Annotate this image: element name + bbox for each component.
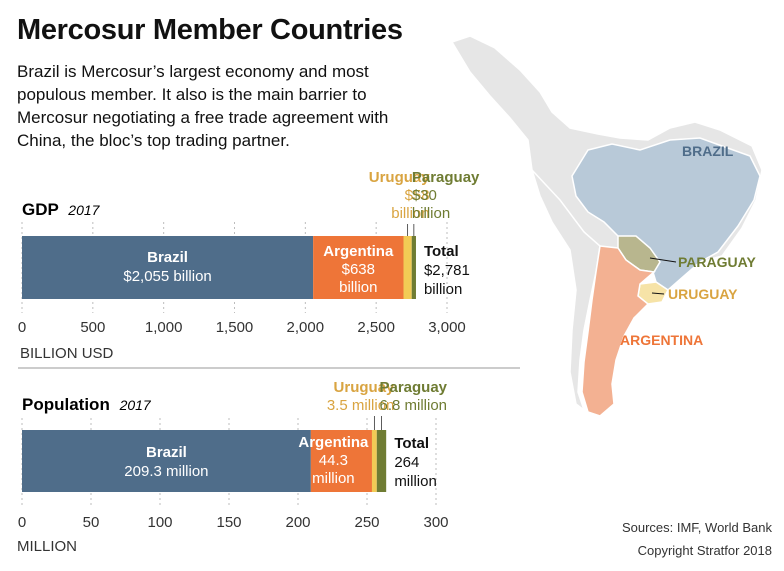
- population-title-year: 2017: [119, 397, 152, 413]
- label-uruguay: Uruguay $58 billion: [369, 169, 431, 222]
- tick-label: 250: [354, 514, 379, 531]
- label-total-line: 264: [394, 454, 419, 471]
- label-argentina: Argentina 44.3 million: [298, 434, 369, 487]
- label-paraguay: Paraguay $30 billion: [412, 169, 480, 222]
- footer: Sources: IMF, World Bank Copyright Strat…: [622, 516, 772, 562]
- bar-argentina: [310, 430, 372, 492]
- gdp-title: GDP 2017: [22, 200, 101, 219]
- tick-label: 0: [18, 514, 26, 531]
- label-uruguay-line: Uruguay: [369, 169, 431, 186]
- label-uruguay-line: billion: [391, 205, 429, 222]
- map-label-brazil: BRAZIL: [682, 143, 734, 159]
- label-argentina-line: Argentina: [298, 434, 369, 451]
- tick-label: 0: [18, 319, 26, 336]
- tick-label: 3,000: [428, 319, 466, 336]
- label-uruguay: Uruguay 3.5 million: [327, 379, 395, 414]
- label-brazil-line: Brazil: [147, 249, 188, 266]
- gdp-title-year: 2017: [67, 202, 100, 218]
- tick-label: 300: [423, 514, 448, 531]
- tick-label: 500: [80, 319, 105, 336]
- sources-note: Sources: IMF, World Bank: [621, 520, 772, 535]
- tick-label: 2,500: [357, 319, 395, 336]
- gdp-bars: [22, 236, 416, 299]
- label-argentina-line: billion: [339, 279, 377, 296]
- label-paraguay: Paraguay 6.8 million: [379, 379, 447, 414]
- copyright-note: Copyright Stratfor 2018: [637, 543, 772, 558]
- population-bars: [22, 430, 387, 492]
- bar-uruguay: [403, 236, 412, 299]
- population-axis-label: MILLION: [17, 538, 77, 555]
- tick-label: 2,000: [287, 319, 325, 336]
- chart-title: Mercosur Member Countries: [17, 14, 403, 46]
- bar-uruguay: [371, 430, 377, 492]
- tick-label: 150: [216, 514, 241, 531]
- map-argentina: [581, 245, 656, 417]
- label-paraguay-line: Paraguay: [379, 379, 447, 396]
- bar-paraguay: [411, 236, 416, 299]
- tick-label: 1,500: [216, 319, 254, 336]
- label-brazil: Brazil $2,055 billion: [123, 249, 211, 285]
- label-paraguay-line: Paraguay: [412, 169, 480, 186]
- bar-brazil: [22, 430, 311, 492]
- label-total-line: Total: [394, 435, 429, 452]
- uruguay-label-leader: [651, 292, 665, 295]
- gdp-axis-label: BILLION USD: [20, 345, 114, 362]
- paraguay-label-leader: [649, 257, 677, 263]
- gdp-tick-labels: 0 500 1,000 1,500 2,000 2,500 3,000: [18, 319, 466, 336]
- label-paraguay-line: billion: [412, 205, 450, 222]
- map-brazil: [571, 137, 761, 291]
- map-label-paraguay: PARAGUAY: [678, 254, 756, 270]
- map-label-uruguay: URUGUAY: [668, 286, 738, 302]
- label-uruguay-line: Uruguay: [334, 379, 396, 396]
- label-paraguay-line: 6.8 million: [379, 397, 447, 414]
- label-total-line: billion: [424, 281, 462, 298]
- label-total: Total 264 million: [394, 435, 437, 490]
- bar-brazil: [22, 236, 314, 299]
- label-argentina: Argentina $638 billion: [323, 243, 394, 296]
- label-argentina-line: 44.3: [319, 452, 348, 469]
- gdp-title-main: GDP: [22, 200, 59, 219]
- label-brazil: Brazil 209.3 million: [124, 444, 208, 480]
- label-total-line: $2,781: [424, 262, 470, 279]
- label-argentina-line: million: [312, 470, 355, 487]
- tick-label: 50: [83, 514, 100, 531]
- tick-label: 200: [285, 514, 310, 531]
- tick-label: 100: [147, 514, 172, 531]
- gdp-chart: GDP 2017 0 500 1,000 1,500 2,000 2,500 3,000 B…: [18, 169, 480, 362]
- label-total-line: million: [394, 473, 437, 490]
- population-tick-labels: 0 50 100 150 200 250 300: [18, 514, 449, 531]
- bar-argentina: [313, 236, 404, 299]
- label-argentina-line: $638: [342, 261, 375, 278]
- bar-paraguay: [376, 430, 387, 492]
- label-paraguay-line: $30: [412, 187, 437, 204]
- population-title: Population 2017: [22, 395, 152, 414]
- label-brazil-line: $2,055 billion: [123, 268, 211, 285]
- map-land-west: [531, 169, 601, 413]
- south-america-map: BRAZIL PARAGUAY URUGUAY ARGENTINA: [450, 35, 763, 417]
- population-chart: Population 2017 0 50 100 150 200 250 300 Brazi…: [17, 379, 449, 555]
- chart-subtitle: Brazil is Mercosur’s largest economy and…: [17, 62, 389, 150]
- label-total-line: Total: [424, 243, 459, 260]
- label-uruguay-line: 3.5 million: [327, 397, 395, 414]
- tick-label: 1,000: [145, 319, 183, 336]
- label-brazil-line: 209.3 million: [124, 463, 208, 480]
- label-brazil-line: Brazil: [146, 444, 187, 461]
- label-argentina-line: Argentina: [323, 243, 394, 260]
- label-total: Total $2,781 billion: [424, 243, 470, 298]
- label-uruguay-line: $58: [405, 187, 430, 204]
- map-label-argentina: ARGENTINA: [620, 332, 703, 348]
- population-title-main: Population: [22, 395, 110, 414]
